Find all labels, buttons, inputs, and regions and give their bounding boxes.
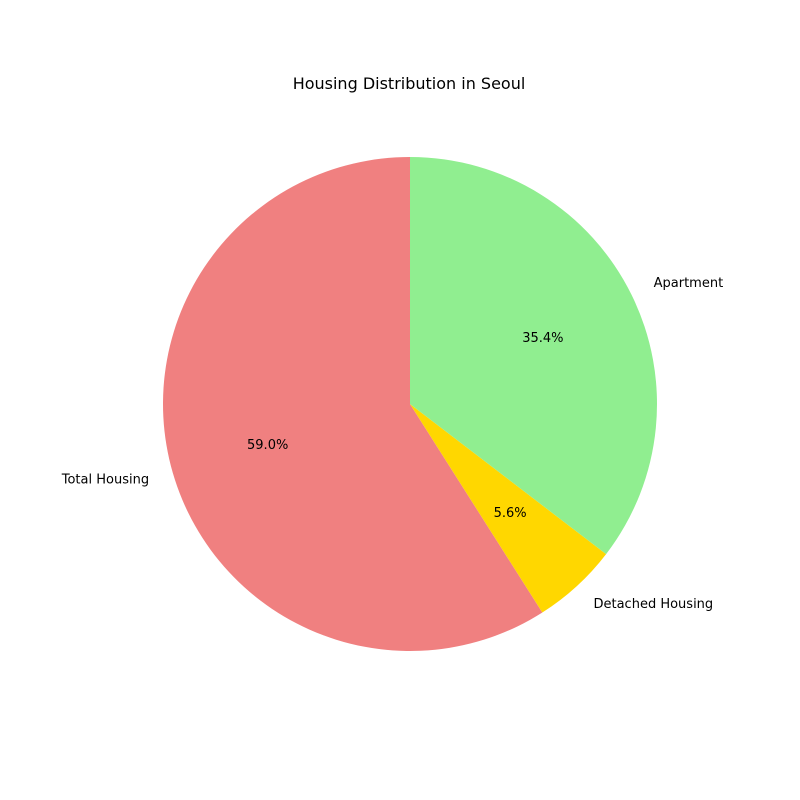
- slice-label-apartment: Apartment: [654, 276, 724, 291]
- slice-percent-detached-housing: 5.6%: [494, 506, 527, 521]
- slice-label-detached-housing: Detached Housing: [593, 597, 713, 612]
- slice-label-total-housing: Total Housing: [61, 472, 149, 487]
- pie-slices-group: [163, 157, 657, 651]
- pie-slice-apartment: [410, 157, 657, 555]
- pie-labels-group: Total Housing 59.0% Detached Housing 5.6% Ap…: [61, 276, 723, 612]
- chart-title: Housing Distribution in Seoul: [293, 74, 526, 93]
- pie-slice-detached-housing: [410, 404, 607, 613]
- pie-slice-total-housing: [163, 157, 543, 651]
- slice-percent-total-housing: 59.0%: [247, 438, 288, 453]
- slice-percent-apartment: 35.4%: [522, 331, 563, 346]
